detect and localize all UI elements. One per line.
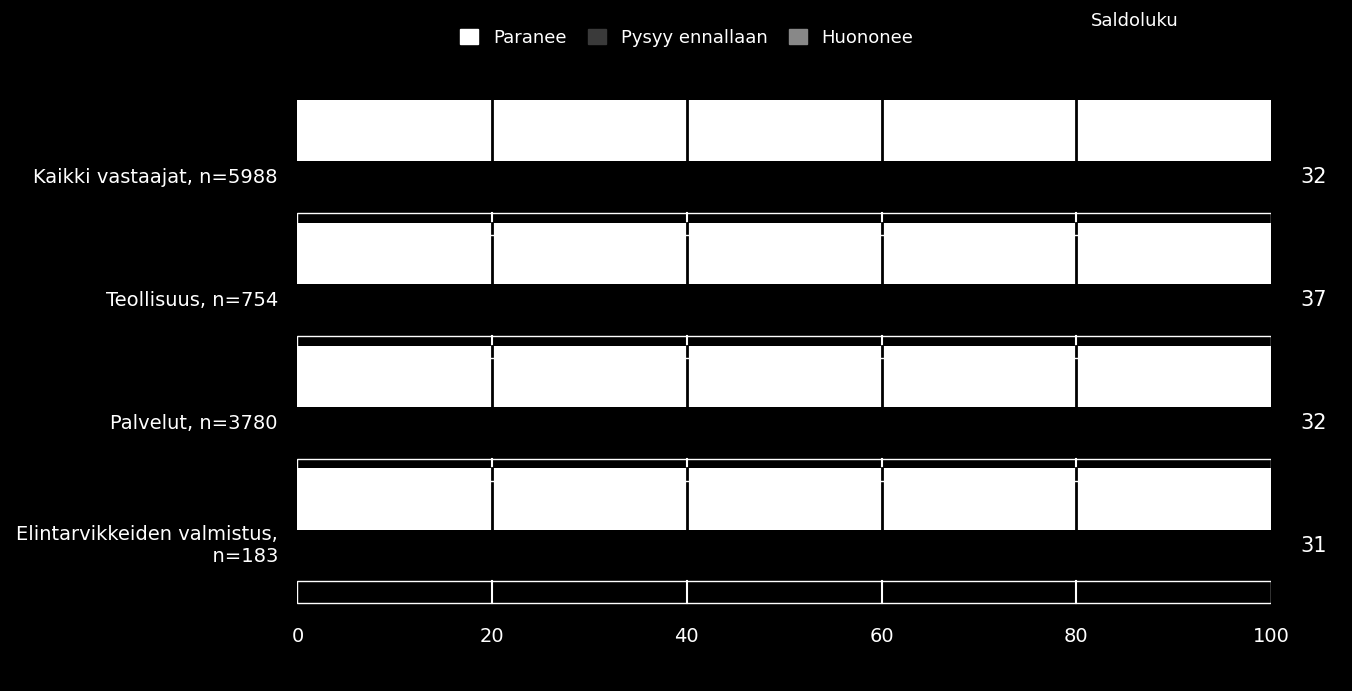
Bar	[297, 213, 1271, 235]
Bar	[297, 223, 1271, 284]
Text: 32: 32	[1301, 413, 1326, 433]
Text: Elintarvikkeiden valmistus,
  n=183: Elintarvikkeiden valmistus, n=183	[16, 525, 279, 567]
Bar	[297, 581, 1271, 603]
Bar	[297, 459, 1271, 481]
Bar	[297, 468, 1271, 530]
Bar	[297, 336, 1271, 358]
Text: Palvelut, n=3780: Palvelut, n=3780	[111, 413, 279, 433]
Text: 32: 32	[1301, 167, 1326, 187]
Text: Saldoluku: Saldoluku	[1091, 12, 1179, 30]
Bar	[297, 336, 1271, 358]
Bar	[297, 459, 1271, 481]
Text: 37: 37	[1301, 290, 1326, 310]
Bar	[297, 100, 1271, 162]
Text: Kaikki vastaajat, n=5988: Kaikki vastaajat, n=5988	[34, 168, 279, 187]
Bar	[297, 346, 1271, 407]
Bar	[297, 581, 1271, 603]
Text: Teollisuus, n=754: Teollisuus, n=754	[105, 291, 279, 310]
Bar	[297, 213, 1271, 235]
Legend: Paranee, Pysyy ennallaan, Huononee: Paranee, Pysyy ennallaan, Huononee	[453, 22, 921, 55]
Text: 31: 31	[1301, 536, 1326, 556]
